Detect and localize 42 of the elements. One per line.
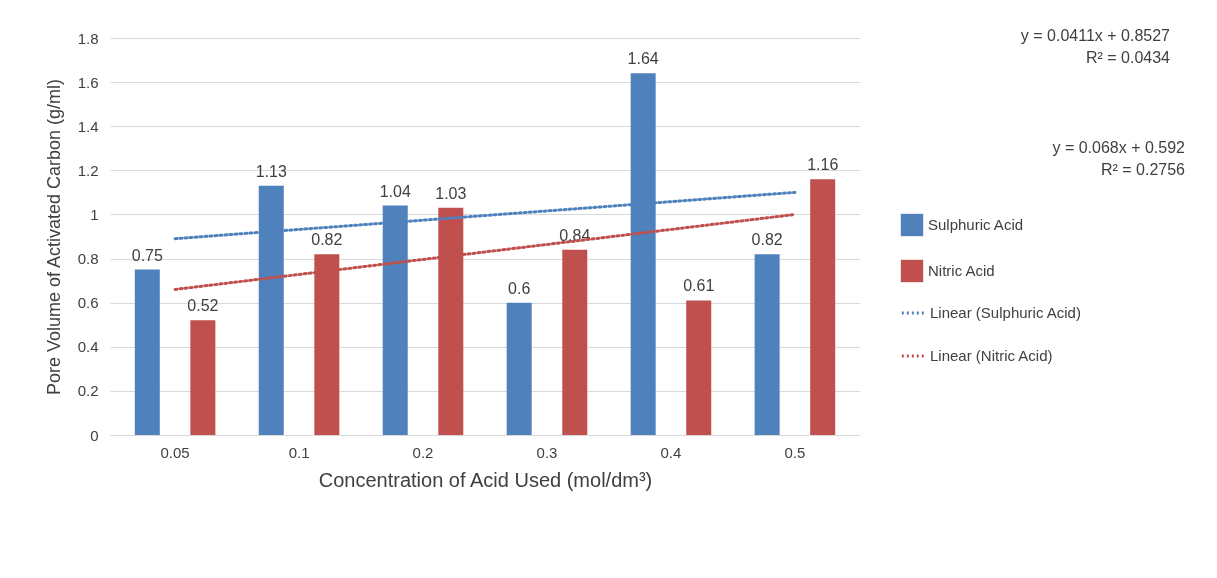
x-axis-title: Concentration of Acid Used (mol/dm³) (318, 468, 653, 491)
bar (810, 179, 836, 435)
y-tick-label: 0 (90, 426, 99, 444)
data-label: 1.64 (627, 50, 659, 68)
data-label: 0.6 (508, 279, 531, 297)
y-tick-label: 0.4 (77, 338, 99, 356)
legend-label: Linear (Nitric Acid) (930, 347, 1053, 364)
x-tick-label: 0.5 (784, 443, 806, 461)
data-label: 0.52 (187, 297, 219, 315)
y-tick-label: 1.4 (77, 117, 99, 135)
bar (686, 300, 712, 435)
bar (506, 302, 532, 435)
bar (190, 320, 216, 435)
legend-label: Sulphuric Acid (928, 216, 1024, 233)
x-tick-label: 0.2 (412, 443, 434, 461)
data-label: 0.75 (131, 246, 163, 264)
y-tick-label: 1.8 (77, 29, 99, 47)
data-label: 0.61 (683, 277, 715, 295)
data-label: 1.03 (435, 184, 467, 202)
y-axis-title: Pore Volume of Activated Carbon (g/ml) (43, 78, 64, 396)
y-tick-label: 1.2 (77, 161, 99, 179)
x-tick-label: 0.4 (660, 443, 682, 461)
text: y = 0.068x + 0.592 R² = 0.2756 (1052, 139, 1186, 178)
x-tick-label: 0.3 (536, 443, 558, 461)
bar (562, 249, 588, 435)
x-tick-label: 0.1 (288, 443, 310, 461)
bar (134, 269, 160, 435)
data-label: 1.04 (379, 182, 411, 200)
legend-label: Nitric Acid (928, 262, 995, 279)
bar (754, 254, 780, 435)
data-label: 0.82 (751, 231, 783, 249)
y-tick-label: 0.6 (77, 294, 99, 312)
data-label: 1.13 (255, 162, 287, 180)
legend-label: Linear (Sulphuric Acid) (930, 304, 1081, 321)
y-tick-label: 1 (90, 205, 99, 223)
y-tick-label: 0.2 (77, 382, 99, 400)
y-tick-label: 1.6 (77, 73, 99, 91)
data-label: 0.82 (311, 231, 343, 249)
x-tick-label: 0.05 (160, 443, 190, 461)
y-tick-label: 0.8 (77, 250, 99, 268)
data-label: 1.16 (807, 156, 839, 174)
text: y = 0.0411x + 0.8527 R² = 0.0434 (1020, 27, 1171, 66)
